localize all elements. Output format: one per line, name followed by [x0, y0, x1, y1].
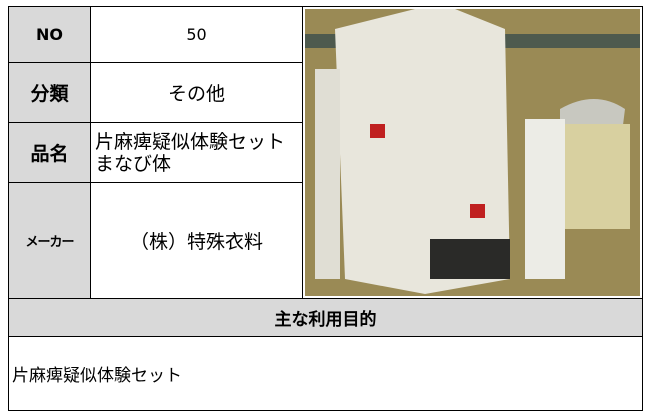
value-cell: その他	[90, 62, 303, 123]
purpose-text: 片麻痺疑似体験セット	[8, 336, 643, 411]
label-cell: メーカー	[8, 182, 91, 299]
label-cell: 品名	[8, 122, 91, 183]
value-cell: 50	[90, 6, 303, 63]
label-cell: NO	[8, 6, 91, 63]
section-heading: 主な利用目的	[8, 298, 643, 337]
value-cell: （株）特殊衣料	[90, 182, 303, 299]
label-cell: 分類	[8, 62, 91, 123]
photo-cell	[302, 6, 643, 299]
photo	[305, 9, 640, 296]
value-cell: 片麻痺疑似体験セットまなび体	[90, 122, 303, 183]
